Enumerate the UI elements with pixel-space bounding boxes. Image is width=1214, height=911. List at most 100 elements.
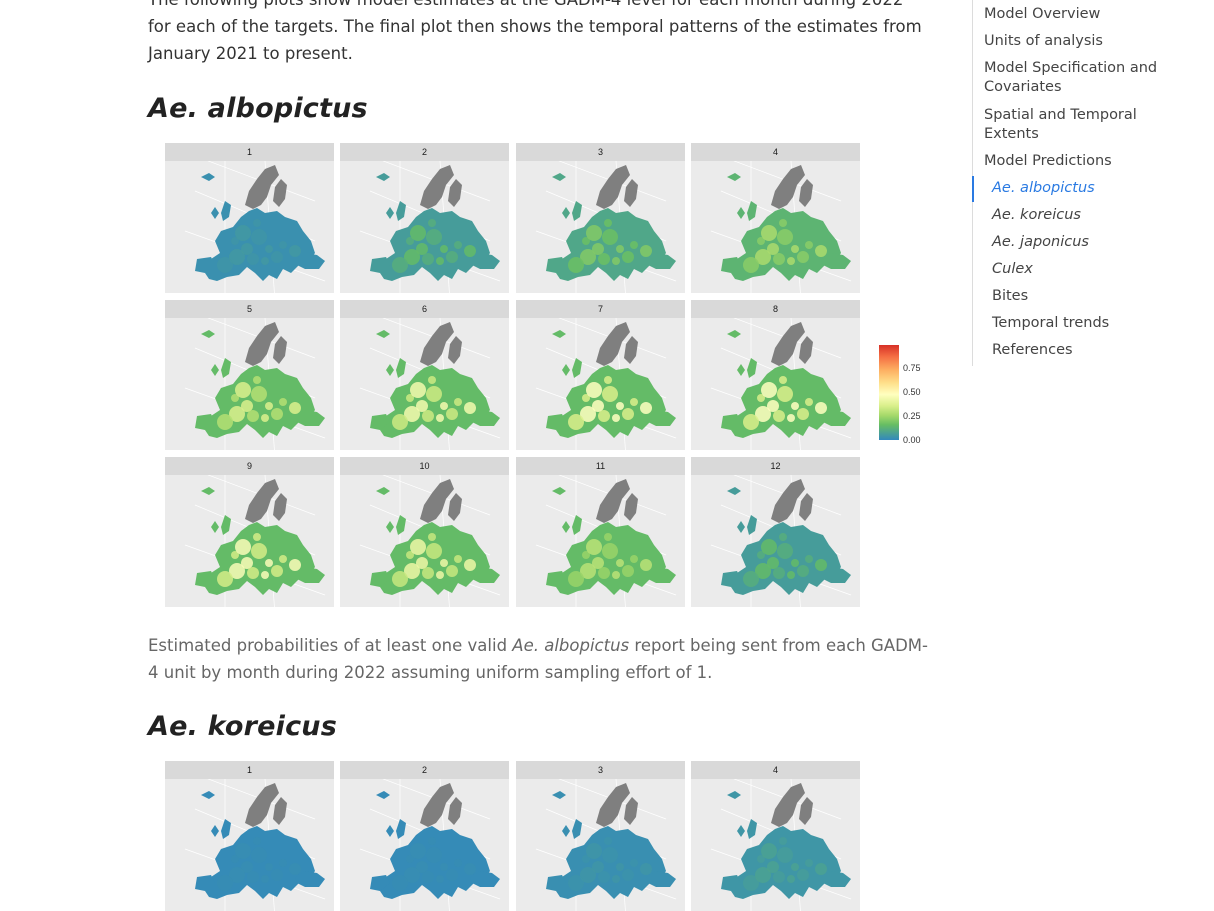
probability-patch xyxy=(640,559,652,571)
region-shape xyxy=(562,364,570,376)
probability-patch xyxy=(616,559,624,567)
probability-patch xyxy=(805,859,813,867)
probability-patch xyxy=(586,539,602,555)
region-shape xyxy=(386,207,394,219)
probability-patch xyxy=(612,414,620,422)
scandinavia-shape xyxy=(596,783,630,827)
scandinavia-shape xyxy=(245,165,279,209)
toc-link[interactable]: Ae. koreicus xyxy=(992,207,1081,223)
probability-patch xyxy=(422,871,434,883)
probability-patch xyxy=(777,847,793,863)
probability-patch xyxy=(406,237,414,245)
toc-link[interactable]: Model Predictions xyxy=(984,153,1112,169)
region-shape xyxy=(470,871,500,887)
probability-patch xyxy=(598,567,610,579)
probability-patch xyxy=(568,571,584,587)
probability-patch xyxy=(787,257,795,265)
probability-patch xyxy=(640,863,652,875)
probability-patch xyxy=(592,400,604,412)
scandinavia-shape xyxy=(596,322,630,366)
probability-patch xyxy=(265,245,273,253)
probability-patch xyxy=(261,257,269,265)
probability-patch xyxy=(231,551,239,559)
probability-patch xyxy=(231,237,239,245)
probability-patch xyxy=(612,257,620,265)
legend-colorbar xyxy=(879,345,899,440)
region-shape xyxy=(201,791,215,799)
region-shape xyxy=(221,515,231,535)
toc-link[interactable]: Model Overview xyxy=(984,6,1101,22)
probability-patch xyxy=(805,398,813,406)
month-map-panel: 7 xyxy=(516,300,685,450)
graticule-line xyxy=(382,161,491,202)
probability-patch xyxy=(241,861,253,873)
probability-patch xyxy=(235,539,251,555)
probability-patch xyxy=(446,408,458,420)
panel-month-label: 4 xyxy=(691,761,860,779)
toc-link[interactable]: Spatial and Temporal Extents xyxy=(984,107,1137,142)
probability-patch xyxy=(630,398,638,406)
panel-month-label: 1 xyxy=(165,143,334,161)
europe-map xyxy=(184,318,326,450)
probability-patch xyxy=(289,559,301,571)
toc-link[interactable]: Temporal trends xyxy=(992,315,1110,331)
probability-patch xyxy=(630,241,638,249)
probability-patch xyxy=(279,859,287,867)
probability-patch xyxy=(253,219,261,227)
probability-patch xyxy=(279,398,287,406)
region-shape xyxy=(376,791,390,799)
probability-patch xyxy=(743,414,759,430)
toc-link[interactable]: Model Specification and Covariates xyxy=(984,60,1158,95)
toc-link[interactable]: Ae. japonicus xyxy=(992,234,1089,250)
probability-patch xyxy=(392,571,408,587)
finland-shape xyxy=(448,179,462,207)
intro-paragraph: The following plots show model estimates… xyxy=(148,0,922,63)
toc-link[interactable]: Units of analysis xyxy=(984,33,1103,49)
europe-map xyxy=(710,475,852,607)
probability-patch xyxy=(271,565,283,577)
europe-map xyxy=(535,161,677,293)
probability-patch xyxy=(791,402,799,410)
region-shape xyxy=(646,871,676,887)
probability-patch xyxy=(265,402,273,410)
graticule-line xyxy=(733,475,842,516)
region-shape xyxy=(552,173,566,181)
region-shape xyxy=(747,201,757,221)
probability-patch xyxy=(767,557,779,569)
probability-patch xyxy=(261,414,269,422)
finland-shape xyxy=(448,493,462,521)
probability-patch xyxy=(229,249,245,265)
probability-patch xyxy=(279,241,287,249)
probability-patch xyxy=(446,565,458,577)
toc-link[interactable]: References xyxy=(992,342,1073,358)
region-shape xyxy=(386,825,394,837)
probability-patch xyxy=(464,863,476,875)
toc-link[interactable]: Culex xyxy=(992,261,1033,277)
probability-patch xyxy=(761,539,777,555)
probability-patch xyxy=(253,376,261,384)
region-shape xyxy=(470,567,500,583)
probability-patch xyxy=(791,863,799,871)
europe-map xyxy=(184,161,326,293)
probability-patch xyxy=(251,229,267,245)
probability-patch xyxy=(761,843,777,859)
region-shape xyxy=(821,871,851,887)
probability-patch xyxy=(582,551,590,559)
probability-patch xyxy=(622,565,634,577)
region-shape xyxy=(572,819,582,839)
probability-patch xyxy=(392,875,408,891)
region-shape xyxy=(396,515,406,535)
graticule-line xyxy=(382,779,491,820)
scandinavia-shape xyxy=(771,322,805,366)
toc-link[interactable]: Ae. albopictus xyxy=(992,180,1095,196)
region-shape xyxy=(201,173,215,181)
probability-patch xyxy=(426,847,442,863)
month-map-panel: 5 xyxy=(165,300,334,450)
probability-patch xyxy=(805,555,813,563)
region-shape xyxy=(470,410,500,426)
region-shape xyxy=(221,358,231,378)
probability-patch xyxy=(251,543,267,559)
probability-patch xyxy=(598,410,610,422)
toc-link[interactable]: Bites xyxy=(992,288,1029,304)
probability-patch xyxy=(580,249,596,265)
